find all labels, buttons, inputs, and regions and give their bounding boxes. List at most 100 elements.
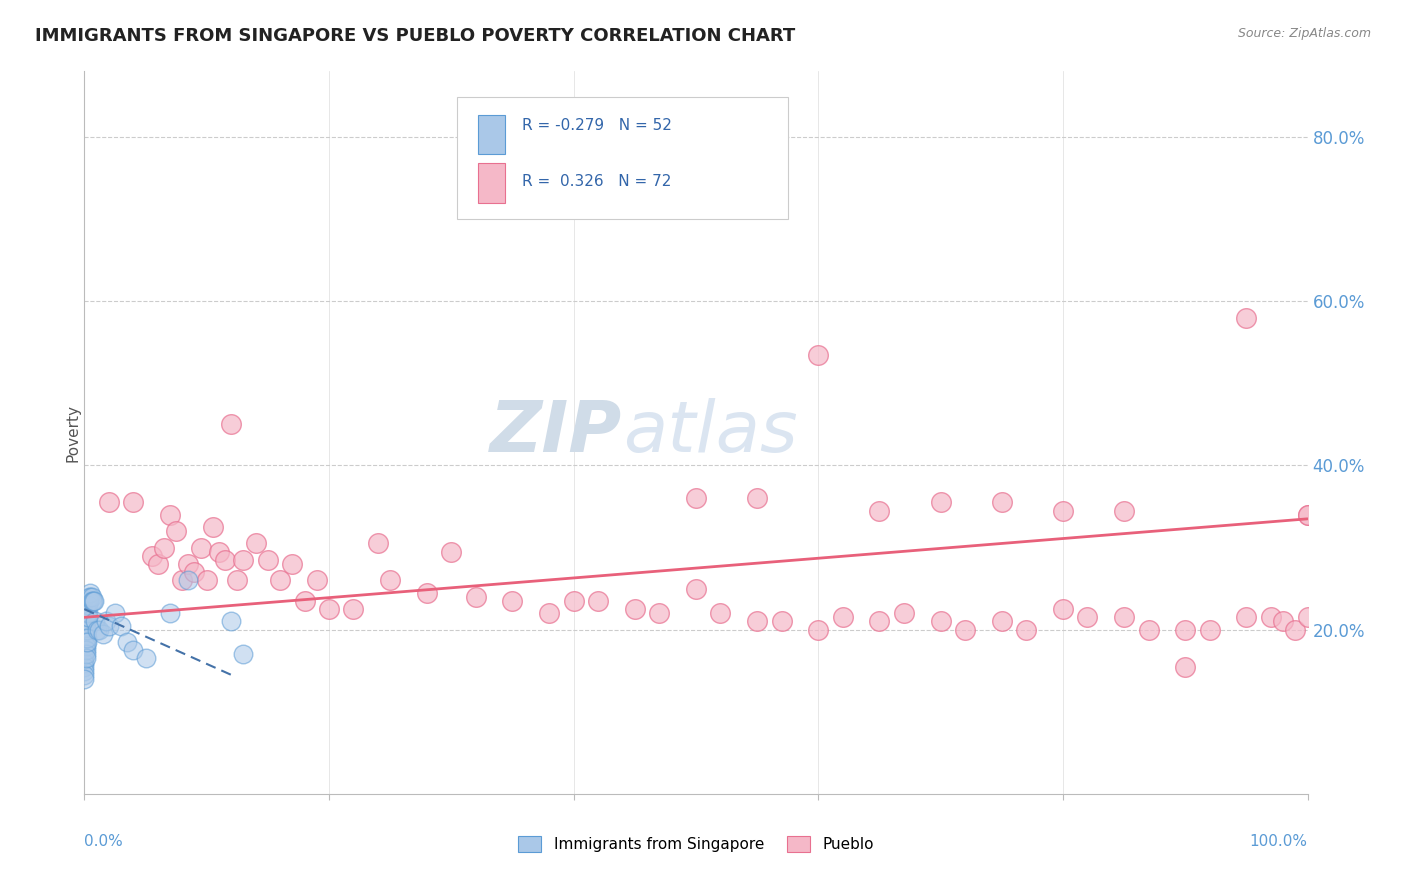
Point (177, 574, 200, 588)
Point (1272, 615, 1295, 629)
Point (294, 594, 316, 608)
Point (87, 623, 110, 637)
Point (953, 623, 976, 637)
Point (76, 631, 98, 645)
Text: 100.0%: 100.0% (1250, 834, 1308, 848)
Point (122, 643, 145, 657)
Point (82, 594, 104, 608)
Point (75, 627, 97, 641)
Point (1174, 659, 1197, 673)
Point (75, 639, 97, 653)
Point (214, 553, 236, 567)
Point (79, 585, 101, 599)
Point (342, 602, 364, 616)
Point (1284, 623, 1306, 637)
Point (219, 615, 242, 629)
Point (1174, 623, 1197, 637)
Point (97, 495, 120, 509)
Point (893, 607, 915, 621)
Point (929, 615, 952, 629)
Point (73, 656, 96, 670)
Point (75, 643, 97, 657)
Point (1198, 623, 1220, 637)
Point (380, 574, 402, 588)
Point (76, 615, 98, 629)
Point (1296, 610, 1319, 624)
Bar (478, 115, 505, 154)
Point (75, 615, 97, 629)
Point (440, 544, 463, 558)
Point (86, 623, 108, 637)
Point (190, 541, 212, 555)
Text: Source: ZipAtlas.com: Source: ZipAtlas.com (1237, 27, 1371, 40)
Point (648, 607, 671, 621)
Point (1296, 508, 1319, 522)
Point (73, 668, 96, 682)
Point (77, 590, 100, 604)
Point (502, 594, 524, 608)
Text: atlas: atlas (623, 398, 797, 467)
Point (135, 651, 157, 665)
Point (807, 623, 830, 637)
Point (1052, 503, 1074, 517)
Point (1236, 610, 1258, 624)
Point (80, 590, 103, 604)
Point (1052, 602, 1074, 616)
Point (96, 615, 118, 629)
Point (1260, 610, 1282, 624)
Text: R = -0.279   N = 52: R = -0.279 N = 52 (522, 118, 672, 133)
Point (991, 495, 1014, 509)
Point (73, 643, 96, 657)
Point (1114, 503, 1136, 517)
Point (416, 585, 439, 599)
Point (75, 648, 97, 662)
Point (165, 524, 187, 538)
Point (281, 557, 304, 571)
Point (232, 553, 254, 567)
Point (305, 574, 328, 588)
Point (76, 610, 98, 624)
Point (76, 607, 98, 621)
Point (770, 615, 793, 629)
Point (141, 549, 163, 563)
Point (562, 594, 585, 608)
Point (232, 648, 254, 662)
Point (77, 610, 100, 624)
Point (153, 541, 176, 555)
Y-axis label: Poverty: Poverty (66, 403, 80, 462)
Point (73, 659, 96, 673)
Point (991, 615, 1014, 629)
Point (219, 417, 242, 432)
Point (1137, 623, 1160, 637)
Point (1236, 310, 1258, 325)
Point (183, 565, 205, 579)
Point (73, 672, 96, 686)
Point (73, 651, 96, 665)
Point (77, 594, 100, 608)
Point (195, 574, 218, 588)
Point (1015, 623, 1038, 637)
Point (318, 602, 340, 616)
Point (245, 536, 267, 550)
Point (624, 602, 647, 616)
Point (538, 607, 561, 621)
FancyBboxPatch shape (457, 96, 787, 219)
Legend: Immigrants from Singapore, Pueblo: Immigrants from Singapore, Pueblo (512, 830, 880, 858)
Point (115, 635, 138, 649)
Point (869, 615, 891, 629)
Point (83, 594, 105, 608)
Point (159, 607, 181, 621)
Point (84, 615, 107, 629)
Point (73, 664, 96, 678)
Point (73, 635, 96, 649)
Point (831, 610, 853, 624)
Point (104, 607, 127, 621)
Point (79, 590, 101, 604)
Point (75, 631, 97, 645)
Point (172, 574, 194, 588)
Point (257, 553, 280, 567)
Point (201, 520, 224, 534)
Point (685, 491, 707, 506)
Text: R =  0.326   N = 72: R = 0.326 N = 72 (522, 174, 672, 189)
Point (73, 648, 96, 662)
